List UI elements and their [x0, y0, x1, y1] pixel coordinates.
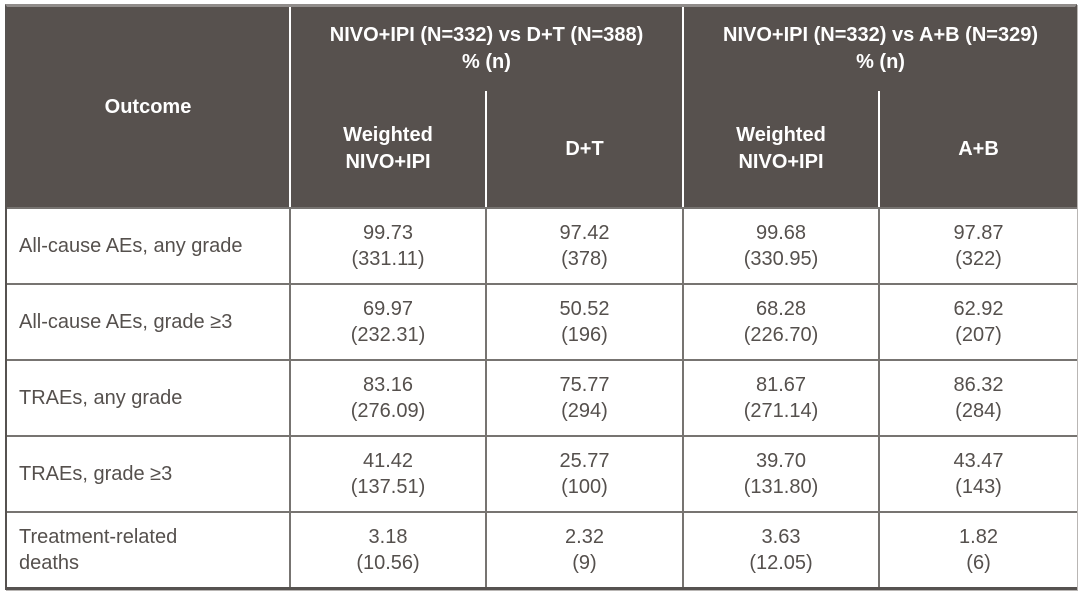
- value-cell: 69.97 (232.31): [289, 283, 485, 359]
- percent-value: 69.97: [362, 298, 414, 320]
- percent-value: 62.92: [953, 298, 1004, 320]
- value-cell: 83.16 (276.09): [289, 359, 485, 435]
- table-header: Outcome NIVO+IPI (N=332) vs D+T (N=388) …: [7, 7, 1078, 207]
- percent-value: 97.42: [559, 222, 610, 244]
- percent-value: 83.16: [362, 374, 414, 396]
- percent-value: 2.32: [565, 526, 604, 548]
- n-value: (276.09): [350, 400, 426, 422]
- subcol-label-line: NIVO+IPI: [345, 151, 431, 173]
- outcome-cell: All-cause AEs, grade ≥3: [7, 283, 289, 359]
- n-value: (322): [955, 248, 1002, 270]
- subcol-label-line: A+B: [958, 137, 999, 160]
- n-value: (330.95): [743, 248, 819, 270]
- safety-outcomes-table-frame: Outcome NIVO+IPI (N=332) vs D+T (N=388) …: [5, 4, 1078, 590]
- n-value: (271.14): [743, 400, 819, 422]
- value-cell: 50.52 (196): [485, 283, 682, 359]
- n-value: (207): [955, 324, 1002, 346]
- n-value: (100): [561, 476, 608, 498]
- value-cell: 62.92 (207): [878, 283, 1078, 359]
- value-cell: 39.70 (131.80): [682, 435, 878, 511]
- table-row-treatment-related-deaths: Treatment-related deaths 3.18 (10.56) 2.3…: [7, 511, 1078, 587]
- column-header-weighted-nivo-ipi-dt: Weighted NIVO+IPI: [289, 91, 485, 207]
- safety-outcomes-table: Outcome NIVO+IPI (N=332) vs D+T (N=388) …: [7, 7, 1078, 587]
- n-value: (12.05): [749, 552, 813, 574]
- group-header-nivo-vs-dt: NIVO+IPI (N=332) vs D+T (N=388) % (n): [289, 7, 682, 91]
- percent-value: 75.77: [559, 374, 610, 396]
- value-cell: 86.32 (284): [878, 359, 1078, 435]
- table-body: All-cause AEs, any grade 99.73 (331.11) 9…: [7, 207, 1078, 587]
- n-value: (294): [561, 400, 608, 422]
- n-value: (10.56): [356, 552, 420, 574]
- value-cell: 3.63 (12.05): [682, 511, 878, 587]
- percent-value: 39.70: [755, 450, 807, 472]
- table-row-traes-any-grade: TRAEs, any grade 83.16 (276.09) 75.77 (294…: [7, 359, 1078, 435]
- percent-value: 41.42: [362, 450, 414, 472]
- percent-value: 68.28: [755, 298, 807, 320]
- percent-value: 3.18: [368, 526, 408, 548]
- n-value: (378): [561, 248, 608, 270]
- percent-value: 81.67: [755, 374, 807, 396]
- value-cell: 99.73 (331.11): [289, 207, 485, 283]
- outcome-cell: TRAEs, grade ≥3: [7, 435, 289, 511]
- percent-value: 1.82: [959, 526, 998, 548]
- n-value: (9): [572, 552, 597, 574]
- value-cell: 41.42 (137.51): [289, 435, 485, 511]
- percent-value: 97.87: [953, 222, 1004, 244]
- percent-value: 99.73: [362, 222, 414, 244]
- value-cell: 2.32 (9): [485, 511, 682, 587]
- n-value: (131.80): [743, 476, 819, 498]
- subcolumn-header-row: Weighted NIVO+IPI D+T Weighted NIVO+IPI …: [7, 91, 1078, 207]
- outcome-cell: All-cause AEs, any grade: [7, 207, 289, 283]
- n-value: (143): [955, 476, 1002, 498]
- value-cell: 81.67 (271.14): [682, 359, 878, 435]
- value-cell: 75.77 (294): [485, 359, 682, 435]
- group-header-nivo-vs-ab-title: NIVO+IPI (N=332) vs A+B (N=329): [723, 24, 1038, 46]
- group-header-nivo-vs-ab: NIVO+IPI (N=332) vs A+B (N=329) % (n): [682, 7, 1078, 91]
- group-header-nivo-vs-dt-unit: % (n): [462, 51, 511, 73]
- percent-value: 99.68: [755, 222, 807, 244]
- value-cell: 97.42 (378): [485, 207, 682, 283]
- n-value: (232.31): [350, 324, 426, 346]
- subcol-label-line: Weighted: [343, 124, 433, 146]
- n-value: (6): [966, 552, 991, 574]
- column-header-ab: A+B: [878, 91, 1078, 207]
- group-header-row: Outcome NIVO+IPI (N=332) vs D+T (N=388) …: [7, 7, 1078, 207]
- group-header-nivo-vs-dt-title: NIVO+IPI (N=332) vs D+T (N=388): [329, 24, 644, 46]
- value-cell: 1.82 (6): [878, 511, 1078, 587]
- percent-value: 3.63: [761, 526, 801, 548]
- percent-value: 43.47: [953, 450, 1004, 472]
- value-cell: 97.87 (322): [878, 207, 1078, 283]
- value-cell: 68.28 (226.70): [682, 283, 878, 359]
- column-header-outcome: Outcome: [7, 7, 289, 207]
- percent-value: 50.52: [559, 298, 610, 320]
- value-cell: 25.77 (100): [485, 435, 682, 511]
- table-row-all-cause-aes-any-grade: All-cause AEs, any grade 99.73 (331.11) 9…: [7, 207, 1078, 283]
- column-header-weighted-nivo-ipi-ab: Weighted NIVO+IPI: [682, 91, 878, 207]
- n-value: (331.11): [351, 248, 425, 270]
- n-value: (226.70): [743, 324, 819, 346]
- subcol-label-line: D+T: [565, 137, 604, 160]
- value-cell: 99.68 (330.95): [682, 207, 878, 283]
- n-value: (284): [955, 400, 1002, 422]
- outcome-cell: TRAEs, any grade: [7, 359, 289, 435]
- percent-value: 25.77: [559, 450, 610, 472]
- subcol-label-line: NIVO+IPI: [738, 151, 824, 173]
- table-row-all-cause-aes-grade-ge3: All-cause AEs, grade ≥3 69.97 (232.31) 50…: [7, 283, 1078, 359]
- outcome-cell: Treatment-related deaths: [7, 511, 289, 587]
- column-header-dt: D+T: [485, 91, 682, 207]
- value-cell: 43.47 (143): [878, 435, 1078, 511]
- subcol-label-line: Weighted: [736, 124, 826, 146]
- group-header-nivo-vs-ab-unit: % (n): [856, 51, 905, 73]
- n-value: (196): [561, 324, 608, 346]
- n-value: (137.51): [350, 476, 426, 498]
- table-row-traes-grade-ge3: TRAEs, grade ≥3 41.42 (137.51) 25.77 (100)…: [7, 435, 1078, 511]
- percent-value: 86.32: [953, 374, 1004, 396]
- value-cell: 3.18 (10.56): [289, 511, 485, 587]
